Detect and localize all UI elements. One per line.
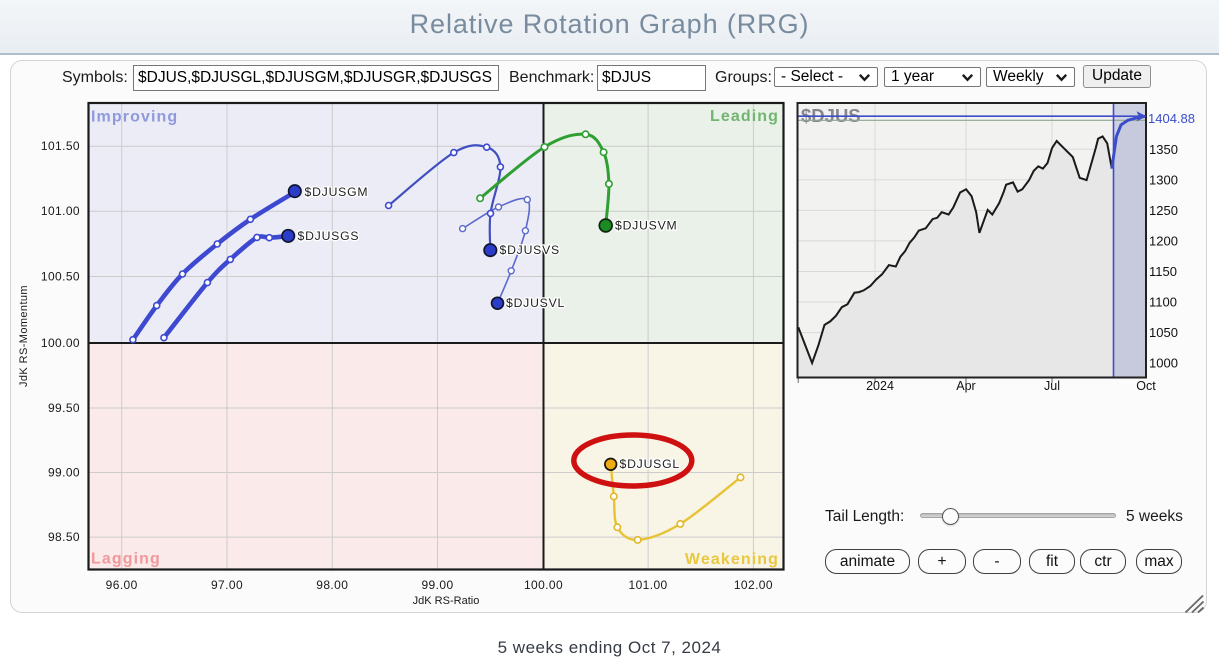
svg-text:99.00: 99.00 <box>48 466 80 480</box>
svg-text:1150: 1150 <box>1149 264 1177 279</box>
svg-text:96.00: 96.00 <box>106 578 138 592</box>
svg-text:Leading: Leading <box>710 108 779 125</box>
svg-text:99.00: 99.00 <box>421 578 453 592</box>
svg-text:Improving: Improving <box>91 109 178 126</box>
svg-text:100.50: 100.50 <box>41 270 80 284</box>
svg-text:1000: 1000 <box>1149 356 1178 371</box>
svg-text:$DJUSGL: $DJUSGL <box>620 457 680 471</box>
svg-text:Lagging: Lagging <box>91 551 161 568</box>
svg-text:1300: 1300 <box>1149 172 1178 187</box>
svg-text:102.00: 102.00 <box>734 578 773 592</box>
svg-text:101.00: 101.00 <box>629 578 668 592</box>
svg-text:Apr: Apr <box>956 379 975 393</box>
svg-text:101.50: 101.50 <box>41 139 80 153</box>
svg-text:$DJUSVM: $DJUSVM <box>615 219 678 233</box>
svg-text:101.00: 101.00 <box>41 204 80 218</box>
svg-text:Weakening: Weakening <box>685 551 779 568</box>
svg-text:$DJUSGS: $DJUSGS <box>298 229 360 243</box>
svg-text:99.50: 99.50 <box>48 401 80 415</box>
svg-text:100.00: 100.00 <box>41 336 80 350</box>
svg-text:1250: 1250 <box>1149 203 1178 218</box>
svg-text:JdK RS-Ratio: JdK RS-Ratio <box>413 595 480 607</box>
svg-text:$DJUSVL: $DJUSVL <box>506 296 565 310</box>
svg-text:98.00: 98.00 <box>316 578 348 592</box>
svg-text:97.00: 97.00 <box>211 578 243 592</box>
svg-text:1200: 1200 <box>1149 233 1178 248</box>
svg-text:JdK RS-Momentum: JdK RS-Momentum <box>18 285 30 387</box>
svg-text:Oct: Oct <box>1136 379 1156 393</box>
svg-text:100.00: 100.00 <box>524 578 563 592</box>
svg-text:Jul: Jul <box>1044 379 1060 393</box>
svg-text:1350: 1350 <box>1149 142 1178 157</box>
svg-text:1050: 1050 <box>1149 325 1178 340</box>
svg-text:1100: 1100 <box>1149 295 1177 310</box>
svg-text:1404.88: 1404.88 <box>1148 111 1195 126</box>
svg-text:$DJUSGM: $DJUSGM <box>305 185 369 199</box>
svg-text:2024: 2024 <box>866 379 894 393</box>
svg-text:98.50: 98.50 <box>48 530 80 544</box>
svg-text:$DJUSVS: $DJUSVS <box>500 243 560 257</box>
